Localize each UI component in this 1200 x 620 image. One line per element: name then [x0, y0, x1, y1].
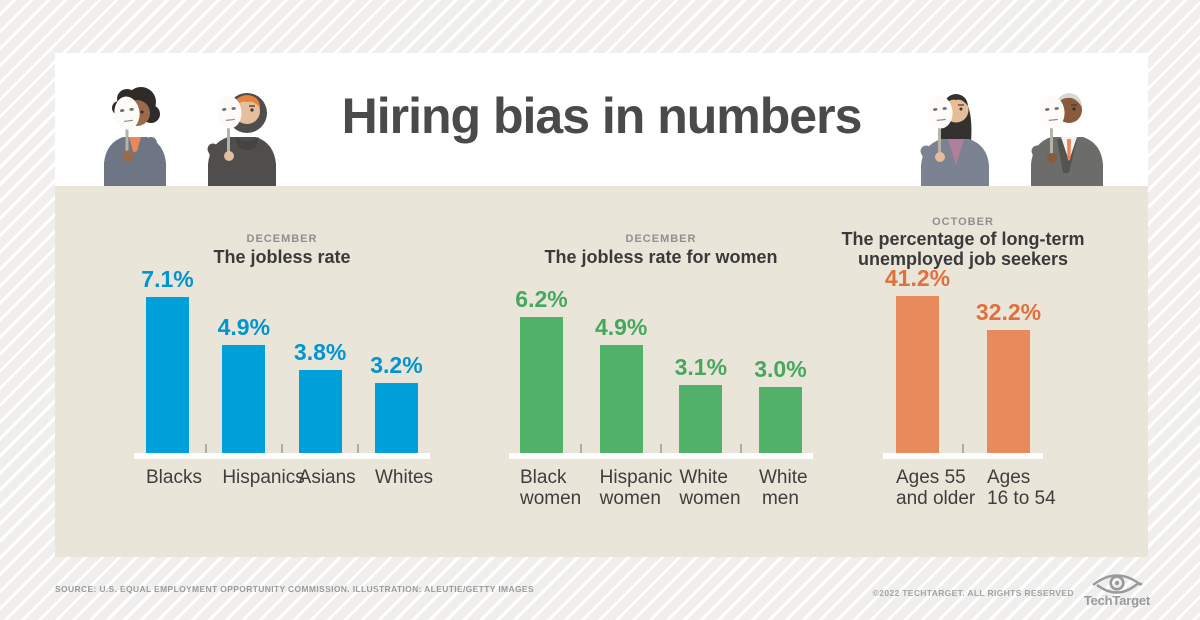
masked-woman-long-hair-illustration [920, 94, 989, 186]
category-label: White women [679, 467, 741, 509]
bar [987, 330, 1030, 453]
chart-baseline [134, 453, 430, 459]
bar-column: 4.9% [595, 315, 647, 453]
bar-column: 7.1% [141, 267, 194, 453]
chart-long-term-unemployed: OCTOBER The percentage of long-term unem… [803, 215, 1123, 509]
page-title: Hiring bias in numbers [341, 88, 863, 144]
category-label: Asians [298, 467, 356, 488]
masked-older-man-suit-illustration [1031, 93, 1103, 186]
bar [374, 383, 418, 453]
bar-column: 3.2% [370, 353, 423, 453]
category-label: Ages 16 to 54 [987, 467, 1056, 509]
category-label: Black women [520, 467, 582, 509]
footer: SOURCE: U.S. EQUAL EMPLOYMENT OPPORTUNIT… [0, 557, 1200, 620]
axis-tick [659, 444, 662, 453]
chart-title: The percentage of long-term unemployed j… [841, 229, 1085, 269]
chart-eyebrow: OCTOBER [932, 216, 994, 228]
chart-title: The jobless rate [213, 247, 351, 267]
category-label: Hispanics [222, 467, 305, 488]
chart-categories: Black women Hispanic women White women Whit… [509, 467, 813, 509]
chart-plot: 41.2% 32.2% [883, 266, 1043, 453]
bar-value-label: 3.2% [370, 352, 423, 378]
bar [758, 387, 802, 453]
chart-eyebrow: DECEMBER [246, 233, 318, 245]
bar-value-label: 6.2% [515, 286, 568, 312]
bar [679, 385, 723, 453]
copyright-text: ©2022 TECHTARGET. ALL RIGHTS RESERVED [872, 587, 1074, 598]
techtarget-eye-icon [1092, 573, 1143, 594]
axis-tick [739, 444, 742, 453]
charts-band: DECEMBER The jobless rate 7.1% 4.9% 3.8% 3.… [55, 186, 1148, 557]
chart-plot: 7.1% 4.9% 3.8% 3.2% [134, 267, 430, 453]
category-label: Ages 55 and older [896, 467, 976, 509]
bar-value-label: 4.9% [594, 314, 648, 340]
chart-eyebrow: DECEMBER [625, 233, 697, 245]
bar [298, 370, 342, 453]
bar-column: 6.2% [515, 287, 568, 453]
bar-column: 32.2% [976, 300, 1041, 453]
bar-value-label: 41.2% [884, 265, 951, 291]
bar-value-label: 3.0% [754, 356, 807, 382]
masked-person-hoodie-illustration [207, 93, 276, 186]
bar [599, 345, 643, 453]
chart-baseline [883, 453, 1043, 459]
source-credit: SOURCE: U.S. EQUAL EMPLOYMENT OPPORTUNIT… [55, 583, 534, 594]
axis-tick [204, 444, 207, 453]
axis-tick [357, 444, 360, 453]
chart-plot: 6.2% 4.9% 3.1% 3.0% [509, 287, 813, 453]
masked-woman-curly-hair-illustration [104, 87, 166, 186]
chart-categories: Blacks Hispanics Asians Whites [134, 467, 434, 488]
bar-column: 3.0% [754, 357, 807, 453]
bar-value-label: 4.9% [217, 314, 271, 340]
axis-tick [580, 444, 583, 453]
footer-right: ©2022 TECHTARGET. ALL RIGHTS RESERVED Te… [873, 570, 1150, 608]
chart-jobless-rate-women: DECEMBER The jobless rate for women 6.2%… [509, 232, 813, 509]
bar [146, 297, 189, 453]
techtarget-wordmark: TechTarget [1083, 592, 1150, 608]
bar-column: 41.2% [885, 266, 950, 453]
header-band: Hiring bias in numbers [55, 53, 1148, 186]
category-label: White men [758, 467, 808, 509]
bar [222, 345, 266, 453]
chart-jobless-rate: DECEMBER The jobless rate 7.1% 4.9% 3.8% 3.… [134, 232, 434, 488]
axis-tick [962, 444, 964, 453]
chart-title: The jobless rate for women [544, 247, 778, 267]
chart-categories: Ages 55 and older Ages 16 to 54 [883, 467, 1056, 509]
techtarget-logo: TechTarget [1084, 570, 1150, 608]
bar-value-label: 7.1% [141, 266, 194, 292]
category-label: Blacks [146, 467, 202, 488]
bar-column: 4.9% [218, 315, 270, 453]
bar-value-label: 32.2% [975, 299, 1042, 325]
infographic-card: Hiring bias in numbers [55, 53, 1148, 557]
bar-value-label: 3.1% [674, 354, 728, 380]
bar-value-label: 3.8% [293, 339, 347, 365]
bar [520, 317, 563, 453]
bar [896, 296, 939, 453]
chart-baseline [509, 453, 813, 459]
bar-column: 3.1% [675, 355, 727, 453]
bar-column: 3.8% [294, 340, 346, 453]
axis-tick [280, 444, 283, 453]
category-label: Hispanic women [599, 467, 673, 509]
category-label: Whites [374, 467, 434, 488]
